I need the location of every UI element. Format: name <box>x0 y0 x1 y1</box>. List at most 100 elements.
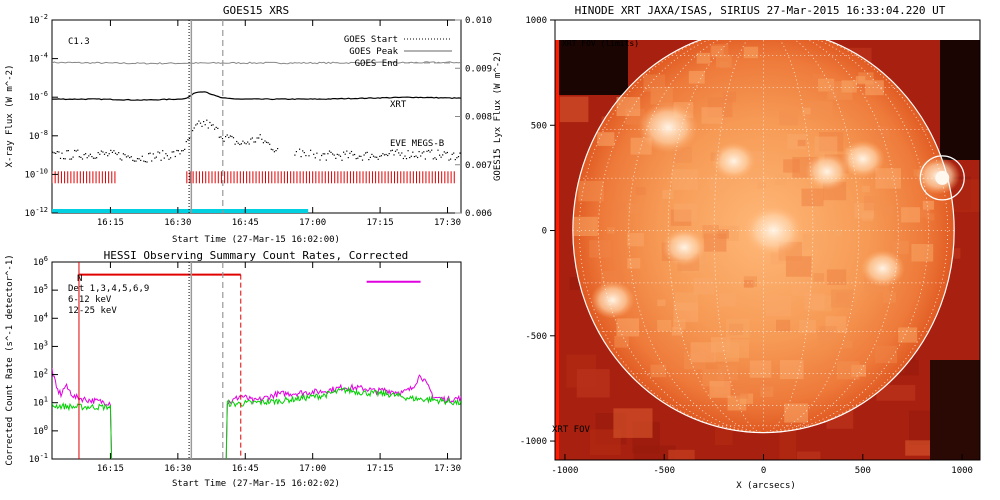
solar-disk-texture <box>875 345 897 364</box>
goes-short-channel-point <box>232 137 235 139</box>
hessi-y-tick-label: 103 <box>33 339 48 352</box>
goes-short-channel-point <box>118 152 120 154</box>
goes-short-channel-point <box>361 159 364 161</box>
solar-disk-texture <box>776 319 791 332</box>
goes-short-channel-point <box>114 152 117 154</box>
goes-short-channel-point <box>174 155 176 158</box>
goes-short-channel-point <box>349 152 351 154</box>
legend-goes-peak: GOES Peak <box>349 47 398 57</box>
goes-x-tick-label: 16:15 <box>97 218 124 228</box>
goes-y2-tick-label: 0.008 <box>465 113 492 123</box>
solar-disk-texture <box>627 258 641 269</box>
solar-disk-texture <box>740 393 754 404</box>
hessi-y-tick-label: 104 <box>33 311 48 324</box>
solar-disk-texture <box>785 256 812 277</box>
goes-short-channel-point <box>262 142 264 144</box>
goes-short-channel-point <box>446 151 448 154</box>
solar-longitude-line <box>763 40 930 434</box>
goes-short-channel-point <box>127 155 129 157</box>
goes-short-channel-point <box>130 156 132 158</box>
goes-short-channel-point <box>328 150 331 152</box>
solar-disk-texture <box>657 299 666 307</box>
goes-series-group <box>52 61 461 213</box>
hessi-x-tick-label: 16:30 <box>164 464 191 474</box>
solar-disk-texture <box>881 205 894 215</box>
solar-disk-texture <box>673 203 697 222</box>
goes-short-channel-point <box>102 151 104 153</box>
goes-short-channel-point <box>251 137 253 139</box>
goes-short-channel-point <box>322 153 324 155</box>
goes-marks-group: 16:15 16:30 16:45 17:00 17:15 17:30 10-2 10-4 10… <box>25 13 493 228</box>
goes-short-channel-point <box>63 158 65 160</box>
goes-short-channel-point <box>390 150 392 152</box>
goes-short-channel-point <box>369 156 371 158</box>
goes-short-channel-point <box>459 152 461 154</box>
goes-short-channel-point <box>412 151 414 153</box>
hessi-y-tick-label: 101 <box>33 396 48 409</box>
solar-disk-texture <box>673 319 686 330</box>
goes-short-channel-point <box>162 150 164 152</box>
goes-short-channel-point <box>324 153 326 155</box>
goes-short-channel-point <box>141 155 143 157</box>
solar-disk-texture <box>688 70 705 84</box>
goes-short-channel-point <box>418 151 420 153</box>
goes-short-channel-point <box>341 159 343 161</box>
goes-y-label: X-ray Flux (W m^-2) <box>5 65 15 168</box>
goes-short-channel-point <box>344 153 346 155</box>
goes-short-channel-point <box>121 159 123 161</box>
solar-disk-texture <box>716 54 732 68</box>
goes-short-channel-point <box>421 152 423 154</box>
legend-12-25-kev: 12-25 keV <box>68 306 117 316</box>
solar-longitude-line <box>628 40 764 434</box>
solar-disk-texture <box>865 80 884 96</box>
goes-short-channel-point <box>240 143 242 145</box>
solar-disk-texture <box>734 387 749 399</box>
hessi-y-tick-label: 10-1 <box>29 452 48 465</box>
goes-short-channel-point <box>272 149 274 151</box>
goes-short-channel-point <box>336 153 338 155</box>
xrt-background-block <box>613 408 653 438</box>
goes-short-channel-point <box>269 143 271 145</box>
goes-short-channel-point <box>372 155 375 157</box>
goes-short-channel-point <box>135 160 137 162</box>
goes-short-channel-point <box>413 156 415 158</box>
goes-short-channel-point <box>310 149 312 151</box>
goes-short-channel-point <box>332 153 334 155</box>
eve-annotation: EVE MEGS-B <box>390 139 444 149</box>
goes-short-channel-point <box>61 152 63 154</box>
goes-short-channel-point <box>250 138 252 140</box>
solar-longitude-line <box>578 40 764 434</box>
solar-disk-texture <box>832 228 843 237</box>
goes-short-channel-point <box>243 142 246 144</box>
goes-short-channel-point <box>203 121 205 123</box>
hessi-x-tick-label: 17:30 <box>434 464 461 474</box>
goes-short-channel-point <box>380 155 382 157</box>
goes-short-channel-point <box>220 136 222 138</box>
solar-disk-texture <box>861 185 870 193</box>
solar-disk-texture <box>779 110 799 126</box>
goes-short-channel-point <box>138 158 140 160</box>
goes-short-channel-point <box>159 152 161 154</box>
solar-disk-texture <box>804 293 825 310</box>
active-region <box>638 101 699 153</box>
goes-short-channel-point <box>129 157 131 159</box>
solar-disk-texture <box>702 225 719 239</box>
goes-short-channel-point <box>201 125 203 127</box>
hessi-marks-group: 16:15 16:30 16:45 17:00 17:15 17:30 106 105 104 1… <box>29 255 461 474</box>
solar-disk-texture <box>792 280 812 297</box>
active-region <box>805 152 850 191</box>
goes-short-channel-point <box>457 156 460 158</box>
goes-short-channel-point <box>53 152 55 154</box>
goes-short-channel-point <box>166 155 168 157</box>
goes-short-channel-point <box>347 157 349 159</box>
goes-short-channel-point <box>209 121 211 124</box>
goes-short-channel-point <box>399 154 401 156</box>
solar-longitude-line <box>763 40 949 434</box>
solar-disk-texture <box>614 336 629 348</box>
goes-short-channel-point <box>357 157 359 159</box>
goes-x-label: Start Time (27-Mar-15 16:02:00) <box>172 235 340 245</box>
goes-short-channel-point <box>125 156 128 158</box>
goes-short-channel-point <box>319 159 321 161</box>
active-region <box>860 249 905 288</box>
goes-short-channel-point <box>259 134 261 136</box>
